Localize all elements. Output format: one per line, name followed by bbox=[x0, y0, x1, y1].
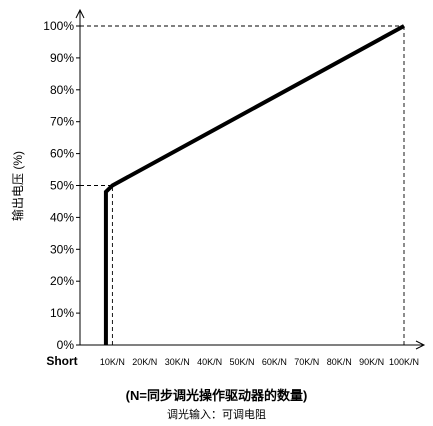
y-tick-label: 90% bbox=[50, 51, 74, 65]
y-tick-label: 30% bbox=[50, 242, 74, 256]
y-tick-label: 0% bbox=[57, 338, 75, 352]
x-tick-label: 100K/N bbox=[389, 357, 419, 367]
x-tick-label: 50K/N bbox=[229, 357, 254, 367]
x-tick-label: 60K/N bbox=[262, 357, 287, 367]
x-axis-arrow bbox=[415, 340, 426, 350]
x-tick-labels: Short 10K/N 20K/N 30K/N 40K/N 50K/N 60K/N 70K/N… bbox=[46, 354, 419, 368]
x-tick-label: Short bbox=[46, 354, 77, 368]
x-tick-label: 80K/N bbox=[327, 357, 352, 367]
chart-subtitle: 调光输入：可调电阻 bbox=[167, 409, 266, 421]
y-tick-label: 40% bbox=[50, 210, 74, 224]
y-axis-label: 输出电压 (%) bbox=[10, 151, 25, 221]
axes bbox=[75, 8, 426, 350]
y-tick-label: 80% bbox=[50, 83, 74, 97]
x-tick-label: 20K/N bbox=[132, 357, 157, 367]
reference-lines bbox=[80, 25, 405, 345]
x-tick-label: 10K/N bbox=[100, 357, 125, 367]
x-tick-label: 40K/N bbox=[197, 357, 222, 367]
y-tick-labels: 0% 10% 20% 30% 40% 50% 60% 70% 80% 90% 100% bbox=[43, 19, 80, 352]
series bbox=[103, 24, 405, 345]
x-tick-label: 90K/N bbox=[359, 357, 384, 367]
x-tick-label: 30K/N bbox=[165, 357, 190, 367]
series-line bbox=[103, 24, 405, 345]
y-axis-arrow bbox=[75, 8, 85, 19]
y-tick-label: 100% bbox=[43, 19, 74, 33]
y-tick-label: 10% bbox=[50, 306, 74, 320]
y-tick-label: 20% bbox=[50, 274, 74, 288]
y-tick-label: 70% bbox=[50, 115, 74, 129]
x-tick-label: 70K/N bbox=[294, 357, 319, 367]
y-tick-label: 60% bbox=[50, 147, 74, 161]
y-tick-label: 50% bbox=[50, 179, 74, 193]
x-axis-label: (N=同步调光操作驱动器的数量) bbox=[125, 388, 308, 403]
